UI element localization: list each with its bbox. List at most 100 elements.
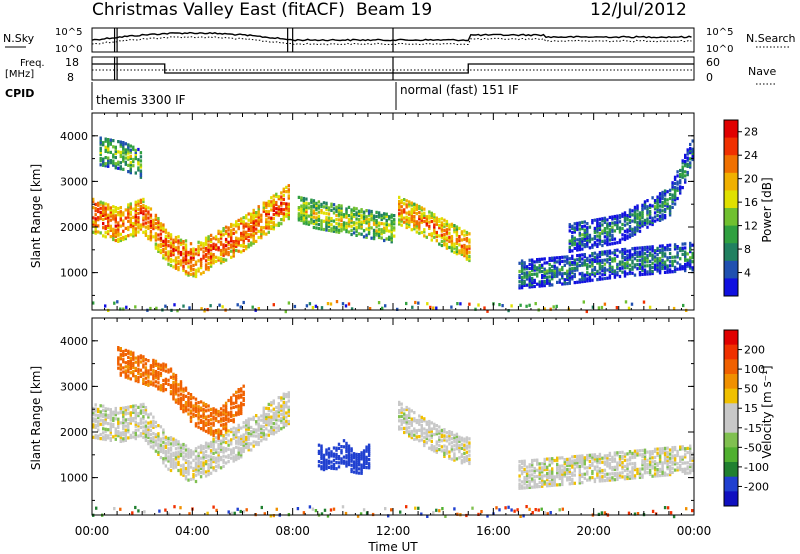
heatmap-cell <box>127 436 130 440</box>
heatmap-cell <box>621 266 624 270</box>
heatmap-cell <box>525 479 529 484</box>
heatmap-cell <box>260 432 263 437</box>
heatmap-cell <box>586 262 589 267</box>
heatmap-cell <box>132 164 135 168</box>
heatmap-cell <box>601 456 604 460</box>
heatmap-cell <box>270 204 273 208</box>
heatmap-cell <box>122 221 125 225</box>
heatmap-cell <box>124 152 127 156</box>
heatmap-cell <box>658 196 662 200</box>
heatmap-cell <box>157 249 160 253</box>
heatmap-cell <box>134 212 137 217</box>
heatmap-cell <box>337 214 341 218</box>
heatmap-cell <box>127 151 130 155</box>
heatmap-cell <box>247 212 250 216</box>
heatmap-cell <box>192 468 195 473</box>
heatmap-cell <box>453 454 456 458</box>
heatmap-cell <box>533 481 536 485</box>
heatmap-cell <box>187 466 190 470</box>
heatmap-cell <box>531 469 534 473</box>
heatmap-cell <box>127 374 130 378</box>
heatmap-cell <box>448 454 451 458</box>
heatmap-cell <box>327 206 331 210</box>
heatmap-cell <box>230 438 233 442</box>
heatmap-cell <box>230 233 233 237</box>
heatmap-cell <box>608 451 612 455</box>
heatmap-cell <box>267 413 270 417</box>
heatmap-cell <box>194 407 198 411</box>
heatmap-cell <box>593 243 597 247</box>
heatmap-cell <box>631 213 634 217</box>
heatmap-cell <box>633 248 637 253</box>
heatmap-cell <box>598 227 602 232</box>
heatmap-cell <box>209 426 213 430</box>
heatmap-cell <box>541 263 544 267</box>
heatmap-cell <box>335 228 338 232</box>
heatmap-cell <box>302 209 306 213</box>
freq-series <box>92 57 694 80</box>
heatmap-cell <box>430 443 433 448</box>
heatmap-cell <box>280 420 283 425</box>
nsky-tick-high: 10^5 <box>55 27 82 38</box>
heatmap-cell <box>335 446 338 450</box>
heatmap-cell <box>300 204 303 208</box>
heatmap-cell <box>362 453 366 457</box>
heatmap-cell <box>691 147 694 151</box>
heatmap-cell <box>224 250 228 254</box>
heatmap-cell <box>270 218 273 222</box>
heatmap-cell <box>398 201 401 206</box>
heatmap-cell <box>192 272 195 276</box>
heatmap-cell <box>209 262 213 266</box>
heatmap-cell <box>124 162 127 166</box>
heatmap-cell <box>593 259 597 263</box>
heatmap-cell <box>199 263 203 268</box>
heatmap-cell <box>626 462 629 466</box>
heatmap-cell <box>450 447 454 451</box>
heatmap-cell <box>194 424 198 428</box>
heatmap-cell <box>177 259 180 263</box>
heatmap-cell <box>603 474 607 479</box>
heatmap-cell <box>129 365 132 369</box>
heatmap-cell <box>197 455 200 460</box>
heatmap-cell <box>566 277 569 282</box>
heatmap-cell <box>628 450 632 454</box>
heatmap-cell <box>352 221 356 225</box>
heatmap-cell <box>162 446 165 450</box>
heatmap-cell <box>149 424 153 428</box>
date-label: 12/Jul/2012 <box>590 0 687 20</box>
heatmap-cell <box>302 219 306 223</box>
heatmap-cell <box>272 202 275 206</box>
heatmap-cell <box>222 422 225 427</box>
heatmap-cell <box>628 208 632 212</box>
heatmap-cell <box>139 211 143 215</box>
heatmap-cell <box>127 351 130 355</box>
heatmap-cell <box>459 302 462 306</box>
heatmap-cell <box>551 264 554 269</box>
heatmap-cell <box>192 396 195 400</box>
heatmap-cell <box>327 461 331 465</box>
heatmap-cell <box>623 237 627 242</box>
heatmap-cell <box>410 211 413 215</box>
heatmap-cell <box>684 262 687 266</box>
heatmap-cell <box>418 227 421 231</box>
heatmap-cell <box>272 303 275 307</box>
heatmap-cell <box>272 227 275 231</box>
heatmap-cell <box>623 272 627 276</box>
heatmap-cell <box>209 440 213 445</box>
heatmap-cell <box>224 449 228 453</box>
heatmap-cell <box>174 386 178 390</box>
heatmap-cell <box>174 378 178 382</box>
heatmap-cell <box>433 445 436 449</box>
heatmap-cell <box>217 447 220 451</box>
heatmap-cell <box>581 261 584 265</box>
heatmap-cell <box>541 482 544 486</box>
heatmap-cell <box>217 420 220 424</box>
heatmap-cell <box>144 382 148 386</box>
heatmap-cell <box>616 254 619 258</box>
heatmap-cell <box>330 208 333 212</box>
heatmap-cell <box>648 305 652 309</box>
heatmap-cell <box>124 420 127 424</box>
heatmap-cell <box>598 242 602 246</box>
heatmap-cell <box>327 453 331 457</box>
heatmap-cell <box>593 226 597 230</box>
